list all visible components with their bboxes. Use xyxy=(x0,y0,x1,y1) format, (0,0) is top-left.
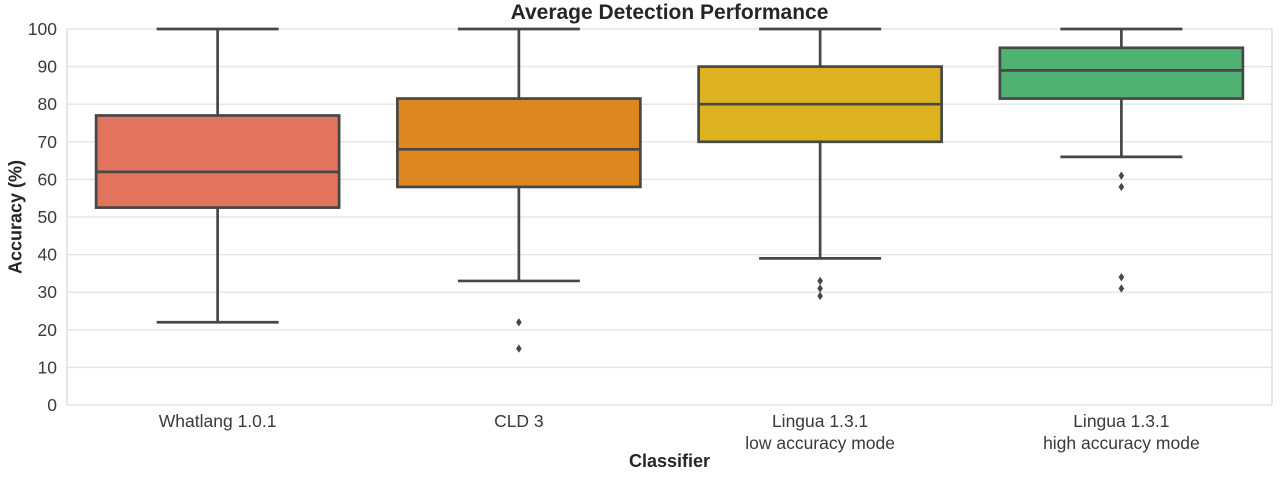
x-tick-label: CLD 3 xyxy=(494,411,544,431)
x-tick-label: low accuracy mode xyxy=(745,433,895,453)
y-tick-label-80: 80 xyxy=(38,94,58,114)
outlier-marker xyxy=(1118,182,1125,192)
y-tick-label-30: 30 xyxy=(38,282,58,302)
outlier-marker xyxy=(516,344,522,353)
y-tick-label-100: 100 xyxy=(28,19,57,39)
iqr-box xyxy=(998,46,1245,100)
x-tick-label: Lingua 1.3.1 xyxy=(772,411,868,431)
y-tick-label-70: 70 xyxy=(38,132,58,152)
outlier-marker xyxy=(516,318,522,327)
y-tick-label-0: 0 xyxy=(47,395,57,415)
outlier-marker xyxy=(1118,284,1125,293)
outlier-marker xyxy=(817,284,823,293)
x-tick-label: Lingua 1.3.1 xyxy=(1073,411,1169,431)
outlier-marker xyxy=(1118,171,1125,180)
y-axis-label: Accuracy (%) xyxy=(5,159,26,275)
y-tick-label-40: 40 xyxy=(38,245,58,265)
x-tick-label: Whatlang 1.0.1 xyxy=(159,411,277,431)
y-tick-label-10: 10 xyxy=(38,357,58,377)
iqr-box xyxy=(396,97,642,189)
outlier-marker xyxy=(817,276,823,286)
y-tick-label-50: 50 xyxy=(38,207,58,227)
y-tick-label-20: 20 xyxy=(38,320,58,340)
y-tick-label-90: 90 xyxy=(38,57,58,77)
outlier-marker xyxy=(817,291,823,301)
y-tick-label-60: 60 xyxy=(38,169,58,189)
iqr-box xyxy=(94,114,341,209)
outlier-marker xyxy=(1118,272,1125,282)
x-tick-label: high accuracy mode xyxy=(1043,433,1200,453)
x-axis-label: Classifier xyxy=(628,451,711,471)
chart-title: Average Detection Performance xyxy=(510,1,829,24)
